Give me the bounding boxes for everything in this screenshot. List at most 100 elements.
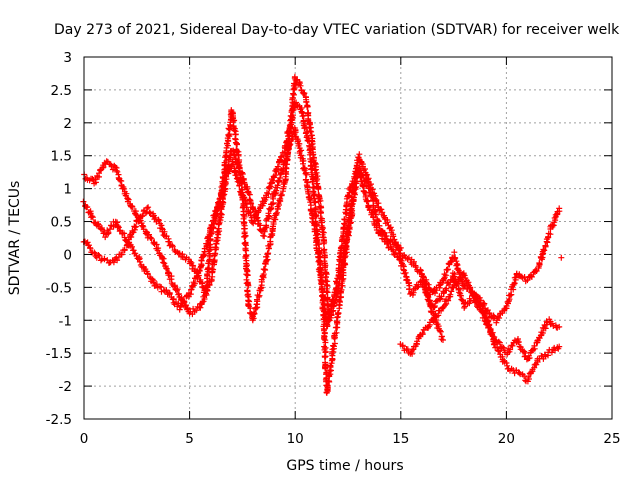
data-point <box>113 167 120 174</box>
data-point <box>324 382 331 389</box>
data-point <box>447 291 454 298</box>
y-tick-label: -2 <box>59 379 72 395</box>
data-point <box>165 235 172 242</box>
data-point <box>265 190 272 197</box>
data-point <box>296 80 303 87</box>
data-point <box>245 282 252 289</box>
data-point <box>444 266 451 273</box>
x-tick-label: 15 <box>392 431 409 447</box>
data-point <box>442 272 449 279</box>
data-point <box>190 262 197 269</box>
data-point <box>318 209 324 216</box>
data-point <box>342 240 349 247</box>
data-point <box>323 288 330 295</box>
data-point <box>274 205 281 212</box>
data-point <box>399 343 406 350</box>
data-point <box>263 253 270 260</box>
data-points <box>80 73 565 396</box>
data-point <box>188 286 194 293</box>
data-point <box>306 196 313 202</box>
data-point <box>178 294 185 301</box>
data-point <box>234 140 240 147</box>
data-point <box>335 261 342 268</box>
data-point <box>307 199 314 206</box>
data-point <box>148 235 155 242</box>
data-point <box>453 281 460 288</box>
data-point <box>263 222 270 229</box>
data-point <box>145 204 152 211</box>
data-point <box>539 330 546 336</box>
data-point <box>251 310 258 317</box>
data-point <box>412 264 419 271</box>
data-point <box>242 255 249 262</box>
data-point <box>322 365 329 372</box>
data-point <box>457 273 464 280</box>
data-point <box>169 243 176 250</box>
data-point <box>248 200 255 207</box>
data-point <box>544 319 551 326</box>
data-point <box>254 214 261 221</box>
data-point <box>274 209 280 216</box>
x-tick-label: 20 <box>498 431 515 447</box>
data-point <box>105 229 112 236</box>
data-point <box>384 241 390 247</box>
data-point <box>225 162 232 169</box>
data-point <box>345 219 352 226</box>
data-point <box>453 260 460 267</box>
data-point <box>392 249 399 256</box>
data-point <box>244 272 251 279</box>
data-point <box>320 240 327 247</box>
data-point <box>446 282 452 288</box>
data-point <box>488 331 495 338</box>
data-point <box>173 287 180 294</box>
data-point <box>139 212 146 219</box>
data-point <box>115 223 121 230</box>
data-point <box>277 175 283 181</box>
data-point <box>325 313 332 320</box>
data-point <box>436 284 443 291</box>
data-point <box>144 205 151 212</box>
data-point <box>114 257 121 264</box>
data-point <box>522 377 529 384</box>
y-axis-label: SDTVAR / TECUs <box>7 181 23 296</box>
data-point <box>230 147 237 154</box>
y-tick-label: -2.5 <box>46 412 72 428</box>
data-point <box>440 337 446 343</box>
data-point <box>330 296 337 303</box>
data-point <box>322 353 329 360</box>
data-point <box>431 303 438 309</box>
data-point <box>558 254 565 261</box>
data-point <box>98 257 104 264</box>
data-point <box>536 335 543 342</box>
data-point <box>315 186 322 193</box>
data-point <box>194 273 201 280</box>
data-point <box>551 215 558 221</box>
data-point <box>261 266 268 273</box>
data-point <box>483 314 490 321</box>
x-tick-label: 10 <box>287 431 304 447</box>
data-point <box>278 191 285 198</box>
data-point <box>123 237 129 244</box>
data-point <box>290 100 297 107</box>
y-tick-label: 1 <box>63 182 72 198</box>
data-point <box>515 339 522 345</box>
data-point <box>445 297 452 304</box>
data-point <box>174 286 181 293</box>
data-point <box>366 206 373 213</box>
data-point <box>313 169 320 176</box>
data-point <box>266 245 272 252</box>
data-point <box>163 265 169 271</box>
data-point <box>331 289 338 296</box>
data-point <box>458 275 465 281</box>
data-point <box>419 330 426 337</box>
data-point <box>345 192 352 199</box>
data-point <box>451 249 458 256</box>
data-point <box>96 170 102 177</box>
data-point <box>264 250 271 257</box>
data-point <box>231 127 238 134</box>
data-point <box>221 176 228 183</box>
data-point <box>364 171 371 178</box>
data-point <box>321 302 328 309</box>
data-point <box>379 209 386 216</box>
